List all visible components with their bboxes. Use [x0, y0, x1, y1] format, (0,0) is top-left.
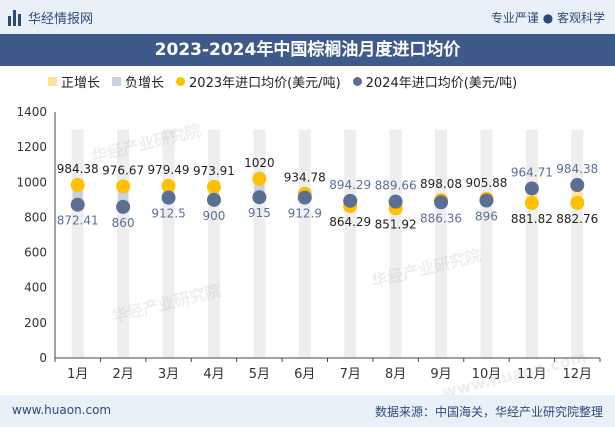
label-2024: 872.41	[57, 214, 99, 228]
band-7	[344, 129, 357, 358]
point-2024	[297, 190, 312, 205]
point-2023	[116, 179, 131, 194]
label-2023: 973.91	[193, 164, 235, 178]
x-tick-label: 6月	[294, 367, 315, 382]
legend-2023-label: 2023年进口均价(美元/吨)	[189, 76, 341, 91]
label-2023: 882.76	[556, 212, 598, 226]
label-2023: 881.82	[511, 212, 553, 226]
x-tick-label: 7月	[340, 367, 361, 382]
chart-plot: 0 200 400 600 800 1000 1200 1400 1月 2月 3月 4月 5月 6月 7月 8…	[16, 105, 601, 382]
label-2023: 1020	[244, 156, 275, 170]
band-6	[298, 129, 311, 358]
point-2023	[206, 179, 221, 194]
x-tick-label: 5月	[249, 367, 270, 382]
point-2024	[161, 190, 176, 205]
x-tick-label: 4月	[203, 367, 224, 382]
label-2024: 894.29	[329, 178, 371, 192]
brand-name: 华经情报网	[28, 12, 94, 27]
label-2023: 905.88	[465, 176, 507, 190]
label-2024: 964.71	[511, 165, 553, 179]
point-2024	[388, 194, 403, 209]
legend-up: 正增长	[48, 72, 100, 91]
footer: www.huaon.com 数据来源：中国海关，华经产业研究院整理	[0, 395, 615, 427]
y-tick-label: 1200	[16, 140, 47, 154]
point-2024	[206, 192, 221, 207]
legend-up-swatch	[48, 77, 57, 86]
label-2023: 898.08	[420, 177, 462, 191]
label-2023: 864.29	[329, 215, 371, 229]
legend-2023: 2023年进口均价(美元/吨)	[176, 72, 341, 91]
y-tick-label: 1000	[16, 175, 47, 189]
brand: 华经情报网	[8, 8, 93, 27]
y-tick-label: 600	[24, 246, 47, 260]
x-tick-label: 11月	[517, 367, 547, 382]
top-bar: 华经情报网 专业严谨 ● 客观科学	[0, 0, 615, 34]
point-2024	[570, 178, 585, 193]
point-2023	[252, 171, 267, 186]
band-8	[389, 129, 402, 358]
brand-logo-icon	[8, 9, 22, 26]
y-tick-label: 400	[24, 281, 47, 295]
label-2023: 934.78	[284, 171, 326, 185]
point-2024	[434, 195, 449, 210]
x-tick-label: 10月	[472, 367, 502, 382]
x-tick-label: 1月	[67, 367, 88, 382]
label-2024: 912.5	[151, 207, 185, 221]
label-2023: 976.67	[102, 163, 144, 177]
tagline: 专业严谨 ● 客观科学	[490, 11, 605, 25]
legend-2023-marker	[176, 77, 186, 86]
x-tick-label: 8月	[385, 367, 406, 382]
label-2024: 912.9	[288, 207, 322, 221]
point-2023	[570, 195, 585, 210]
legend-2024-label: 2024年进口均价(美元/吨)	[365, 76, 518, 91]
legend-down-label: 负增长	[125, 76, 165, 91]
label-2023: 979.49	[148, 163, 190, 177]
y-tick-label: 200	[24, 316, 47, 330]
point-2024	[252, 190, 267, 205]
y-tick-label: 0	[39, 351, 47, 365]
band-9	[435, 129, 448, 358]
legend-2024: 2024年进口均价(美元/吨)	[352, 72, 518, 91]
point-2023	[161, 178, 176, 193]
band-10	[480, 129, 493, 358]
chart-title: 2023-2024年中国棕榈油月度进口均价	[0, 34, 615, 66]
label-2024: 896	[475, 210, 498, 224]
label-2024: 915	[248, 206, 271, 220]
point-2024	[70, 197, 85, 212]
y-tick-label: 800	[24, 210, 47, 224]
point-2023	[524, 196, 539, 211]
label-2024: 889.66	[375, 179, 417, 193]
label-2024: 886.36	[420, 211, 462, 225]
point-2024	[524, 181, 539, 196]
band-11	[525, 129, 538, 358]
label-2024: 860	[112, 216, 135, 230]
point-2024	[343, 193, 358, 208]
x-tick-label: 12月	[563, 367, 593, 382]
label-2024: 900	[203, 209, 226, 223]
footer-site[interactable]: www.huaon.com	[12, 403, 112, 417]
footer-source: 数据来源：中国海关，华经产业研究院整理	[374, 405, 603, 419]
point-2024	[479, 193, 494, 208]
x-tick-label: 9月	[430, 367, 451, 382]
point-2024	[116, 199, 131, 214]
x-tick-label: 2月	[112, 367, 133, 382]
label-2023: 851.92	[375, 217, 417, 231]
legend-down: 负增长	[112, 72, 164, 91]
y-tick-label: 1400	[16, 105, 47, 119]
point-2023	[70, 178, 85, 193]
legend-2024-marker	[352, 77, 362, 86]
label-2024: 984.38	[556, 162, 598, 176]
legend-down-swatch	[112, 77, 122, 86]
label-2023: 984.38	[57, 162, 99, 176]
legend-up-label: 正增长	[61, 76, 101, 91]
x-tick-label: 3月	[158, 367, 179, 382]
legend: 正增长 负增长 2023年进口均价(美元/吨) 2024年进口均价(美元/吨)	[48, 72, 517, 91]
